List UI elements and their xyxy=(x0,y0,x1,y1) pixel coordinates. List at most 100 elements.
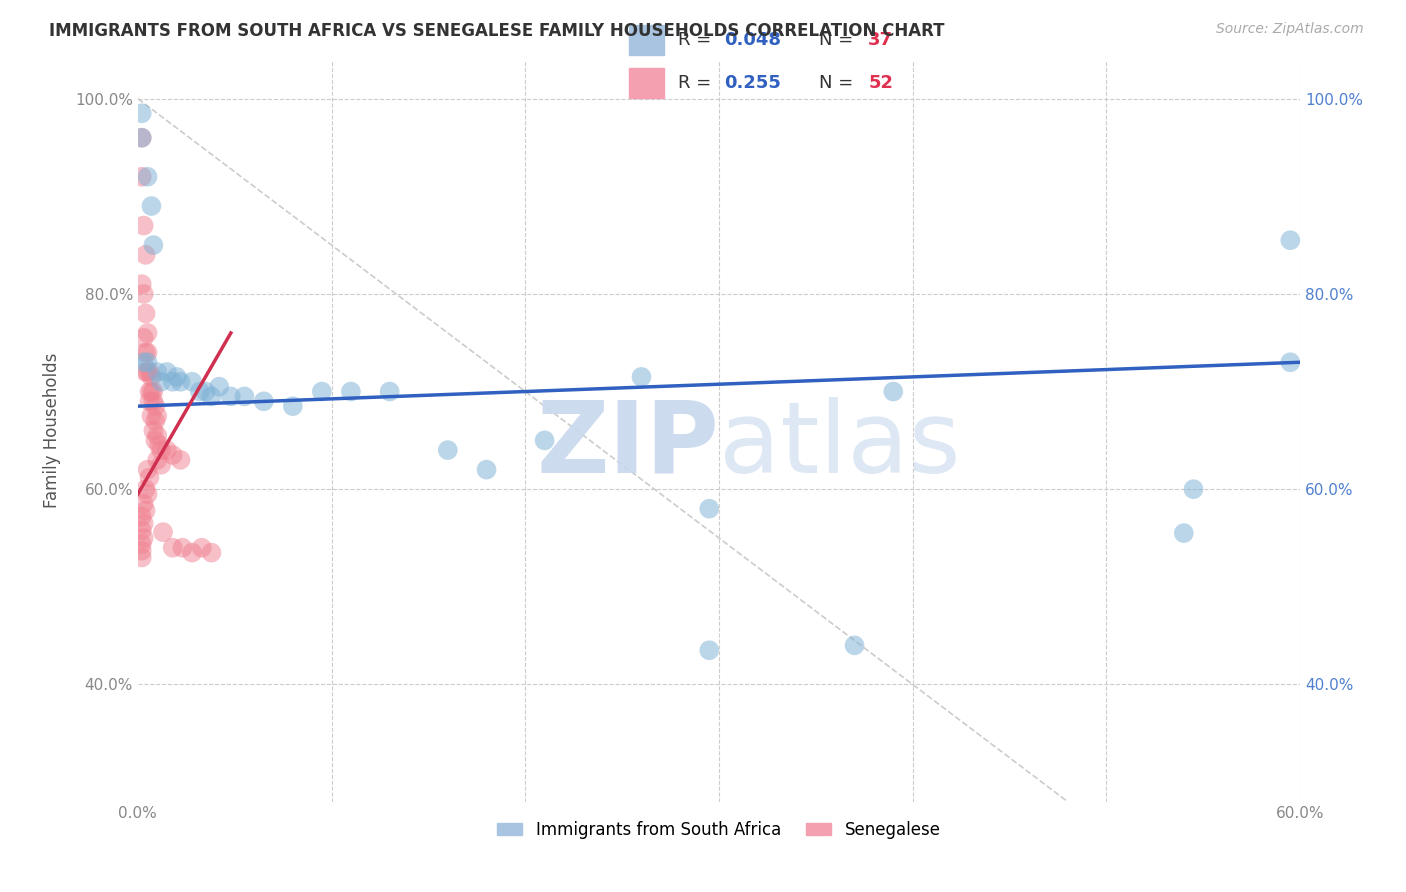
Point xyxy=(135,306,157,320)
Point xyxy=(131,550,153,565)
Point xyxy=(475,463,498,477)
Text: N =: N = xyxy=(818,74,859,92)
Point xyxy=(135,482,157,496)
Point xyxy=(135,345,157,359)
Point xyxy=(131,509,153,524)
Point xyxy=(340,384,363,399)
Point xyxy=(152,525,174,540)
Point xyxy=(281,399,304,413)
Point xyxy=(132,331,155,345)
Point xyxy=(138,365,160,379)
FancyBboxPatch shape xyxy=(630,68,664,98)
Point xyxy=(148,438,170,452)
Point xyxy=(630,370,652,384)
Point xyxy=(135,503,157,517)
Text: 0.048: 0.048 xyxy=(724,30,782,48)
Point xyxy=(169,453,191,467)
Point xyxy=(136,365,159,379)
Point xyxy=(143,434,166,448)
Text: ZIP: ZIP xyxy=(536,397,718,494)
Point xyxy=(697,643,720,657)
Point xyxy=(200,546,222,560)
Point xyxy=(172,541,194,555)
Point xyxy=(1173,526,1195,541)
Y-axis label: Family Households: Family Households xyxy=(44,353,60,508)
Point xyxy=(131,130,153,145)
Point xyxy=(253,394,276,409)
Point xyxy=(436,443,458,458)
Point xyxy=(136,355,159,369)
Point xyxy=(141,384,163,399)
Point xyxy=(181,546,204,560)
Point xyxy=(146,453,169,467)
Point xyxy=(131,543,153,558)
Point xyxy=(1279,233,1302,247)
Point xyxy=(132,219,155,233)
Text: 52: 52 xyxy=(868,74,893,92)
FancyBboxPatch shape xyxy=(630,25,664,54)
Point xyxy=(162,448,184,462)
Point xyxy=(882,384,904,399)
Point xyxy=(141,409,163,423)
Point xyxy=(378,384,401,399)
Point xyxy=(194,384,217,399)
Point xyxy=(146,409,169,423)
Point xyxy=(200,389,222,403)
Point xyxy=(150,375,173,389)
Point xyxy=(150,443,173,458)
Point xyxy=(143,414,166,428)
Point xyxy=(131,523,153,537)
Point xyxy=(697,501,720,516)
Point xyxy=(138,470,160,484)
Text: R =: R = xyxy=(678,30,717,48)
Point xyxy=(132,286,155,301)
Point xyxy=(1279,355,1302,369)
Point xyxy=(533,434,555,448)
Point xyxy=(132,516,155,531)
Point xyxy=(162,541,184,555)
Text: 0.255: 0.255 xyxy=(724,74,780,92)
Point xyxy=(131,277,153,292)
Point xyxy=(135,248,157,262)
Text: atlas: atlas xyxy=(718,397,960,494)
Point xyxy=(136,487,159,501)
Text: Source: ZipAtlas.com: Source: ZipAtlas.com xyxy=(1216,22,1364,37)
Point xyxy=(131,130,153,145)
Point xyxy=(141,370,163,384)
Point xyxy=(142,238,165,252)
Text: N =: N = xyxy=(818,30,859,48)
Point xyxy=(311,384,333,399)
Point xyxy=(142,384,165,399)
Point xyxy=(142,394,165,409)
Point xyxy=(191,541,214,555)
Point xyxy=(188,384,211,399)
Point xyxy=(132,497,155,511)
Point xyxy=(181,375,204,389)
Point xyxy=(131,169,153,184)
Point xyxy=(219,389,242,403)
Point xyxy=(233,389,256,403)
Point xyxy=(156,365,179,379)
Point xyxy=(136,463,159,477)
Point xyxy=(162,375,184,389)
Point xyxy=(131,106,153,120)
Point xyxy=(150,458,173,472)
Point xyxy=(132,355,155,369)
Point xyxy=(1182,482,1205,496)
Text: 37: 37 xyxy=(868,30,893,48)
Point xyxy=(136,169,159,184)
Text: R =: R = xyxy=(678,74,717,92)
Point xyxy=(138,394,160,409)
Text: IMMIGRANTS FROM SOUTH AFRICA VS SENEGALESE FAMILY HOUSEHOLDS CORRELATION CHART: IMMIGRANTS FROM SOUTH AFRICA VS SENEGALE… xyxy=(49,22,945,40)
Point xyxy=(208,379,231,393)
Point xyxy=(156,443,179,458)
Legend: Immigrants from South Africa, Senegalese: Immigrants from South Africa, Senegalese xyxy=(491,814,948,846)
Point xyxy=(141,199,163,213)
Point xyxy=(169,375,191,389)
Point xyxy=(143,399,166,413)
Point xyxy=(138,384,160,399)
Point xyxy=(166,370,188,384)
Point xyxy=(142,424,165,438)
Point xyxy=(136,326,159,340)
Point xyxy=(136,345,159,359)
